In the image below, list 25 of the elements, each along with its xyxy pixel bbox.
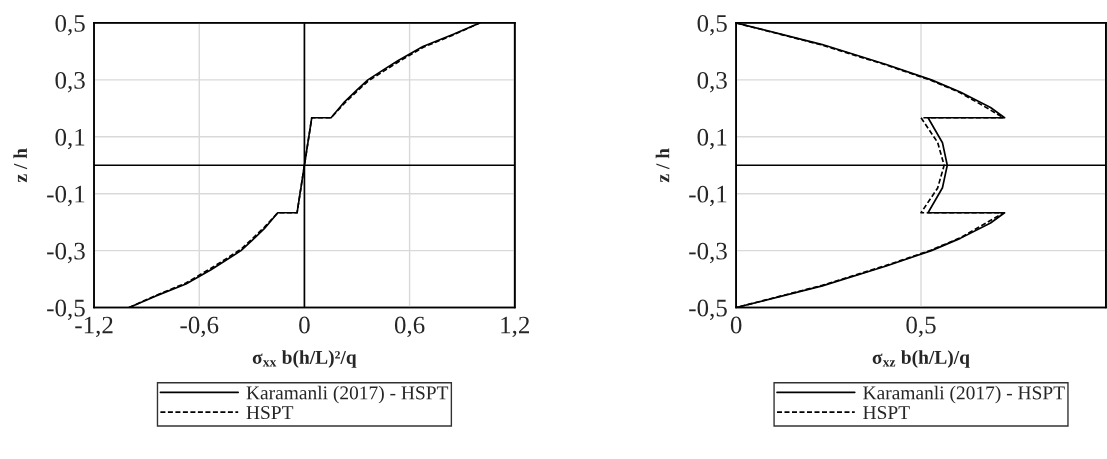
y-tick-label: -0,1: [689, 185, 727, 207]
y-tick-label: -0,3: [47, 242, 85, 264]
y-tick-label: 0,1: [55, 128, 85, 150]
x-tick-label: 0: [299, 316, 310, 334]
y-axis-title: z / h: [655, 148, 670, 183]
x-tick-label: 1,2: [501, 316, 529, 338]
y-tick-label: -0,5: [689, 299, 727, 321]
legend-label: HSPT: [863, 406, 910, 420]
x-tick-label: -0,6: [180, 316, 219, 338]
x-axis-title: σ$_{xx}$ b(h/L)²/q: [252, 350, 357, 368]
y-tick-label: -0,3: [689, 242, 727, 264]
y-tick-label: 0,3: [55, 71, 85, 93]
x-tick-label: 0,5: [906, 316, 936, 338]
x-axis-title: σ$_{xz}$ b(h/L)/q: [872, 350, 970, 368]
legend-label: HSPT: [246, 406, 294, 420]
legend-label: Karamanli (2017) - HSPT: [863, 385, 1065, 404]
y-tick-label: 0,3: [697, 71, 727, 93]
x-tick-label: 0: [730, 316, 742, 334]
y-tick-label: 0,5: [697, 15, 727, 36]
y-tick-label: 0,5: [55, 15, 85, 36]
x-tick-label: 0,6: [394, 316, 425, 338]
y-axis-title: z / h: [13, 148, 28, 183]
y-tick-label: -0,1: [47, 185, 85, 207]
legend-label: Karamanli (2017) - HSPT: [246, 385, 449, 404]
y-tick-label: 0,1: [697, 128, 727, 150]
